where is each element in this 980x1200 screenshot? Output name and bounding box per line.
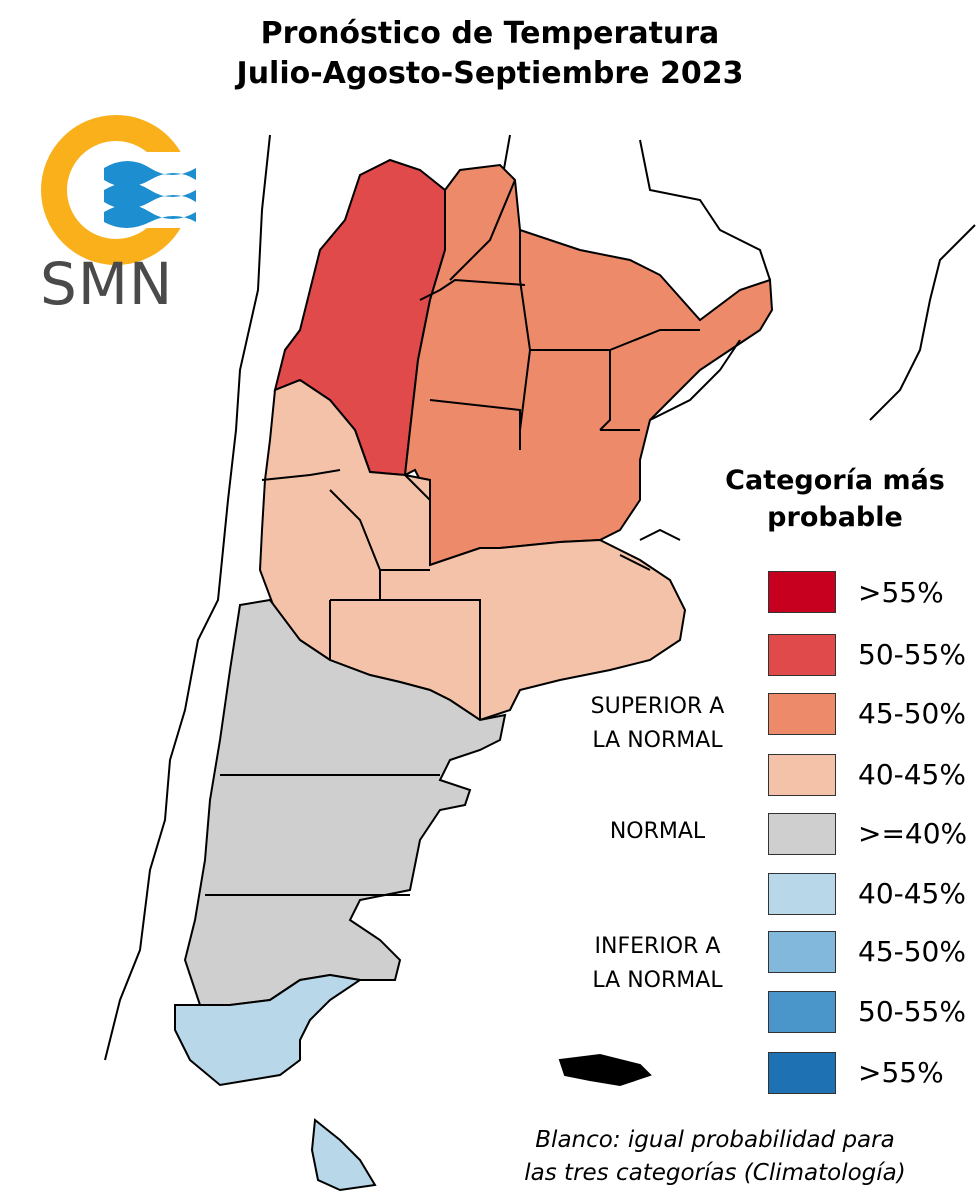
- legend-title-line-2: probable: [767, 502, 903, 533]
- footnote-line-2: las tres categorías (Climatología): [524, 1160, 906, 1186]
- islands-malvinas: [558, 1053, 652, 1087]
- legend-label: 40-45%: [858, 877, 966, 910]
- smn-logo-icon: [41, 115, 208, 265]
- legend-title-line-1: Categoría más: [725, 465, 945, 496]
- legend-label: 45-50%: [858, 697, 966, 730]
- legend-swatch-superior-50-55: [768, 634, 836, 676]
- smn-logo-text: SMN: [40, 250, 174, 318]
- southeast-coast-line: [619, 339, 741, 571]
- footnote-line-1: Blanco: igual probabilidad para: [535, 1127, 895, 1153]
- legend-label: 45-50%: [858, 935, 966, 968]
- legend-group-normal: NORMAL: [570, 815, 745, 849]
- legend-label: >=40%: [858, 817, 968, 850]
- group-superior-line-2: LA NORMAL: [592, 728, 723, 753]
- legend-title: Categoría más probable: [700, 462, 970, 536]
- legend-label: 50-55%: [858, 995, 966, 1028]
- legend-swatch-inferior-50-55: [768, 991, 836, 1033]
- region-tierra-del-fuego: [310, 1118, 377, 1192]
- title-line-1: Pronóstico de Temperatura: [260, 16, 720, 51]
- title-line-2: Julio-Agosto-Septiembre 2023: [236, 56, 744, 91]
- legend-label: >55%: [858, 576, 944, 609]
- legend-swatch-inferior-40-45: [768, 873, 836, 915]
- argentina-forecast-map: [104, 134, 976, 1192]
- group-inferior-line-1: INFERIOR A: [594, 934, 721, 959]
- region-south-normal: [183, 598, 507, 1006]
- western-border-line: [104, 134, 271, 1061]
- legend-swatch-superior-55: [768, 571, 836, 613]
- legend-swatch-superior-45-50: [768, 693, 836, 735]
- region-patagonia-40-45: [174, 973, 363, 1087]
- group-normal-line-1: NORMAL: [609, 819, 706, 844]
- group-superior-line-1: SUPERIOR A: [590, 694, 725, 719]
- legend-swatch-superior-40-45: [768, 754, 836, 796]
- legend-group-inferior: INFERIOR A LA NORMAL: [570, 930, 745, 998]
- group-inferior-line-2: LA NORMAL: [592, 968, 723, 993]
- legend-label: 50-55%: [858, 638, 966, 671]
- legend-label: 40-45%: [858, 758, 966, 791]
- legend-swatch-inferior-45-50: [768, 931, 836, 973]
- footnote: Blanco: igual probabilidad para las tres…: [490, 1124, 940, 1190]
- legend-swatch-normal: [768, 813, 836, 855]
- legend-group-superior: SUPERIOR A LA NORMAL: [570, 690, 745, 758]
- map-title: Pronóstico de Temperatura Julio-Agosto-S…: [0, 14, 980, 94]
- legend-label: >55%: [858, 1056, 944, 1089]
- legend-swatch-inferior-55: [768, 1052, 836, 1094]
